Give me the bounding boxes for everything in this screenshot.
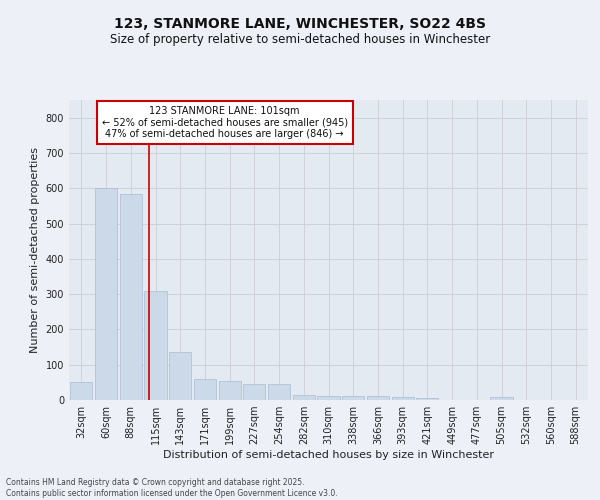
Bar xyxy=(392,397,414,400)
Text: 123 STANMORE LANE: 101sqm
← 52% of semi-detached houses are smaller (945)
47% of: 123 STANMORE LANE: 101sqm ← 52% of semi-… xyxy=(101,106,348,139)
Bar xyxy=(95,188,117,400)
Bar xyxy=(169,352,191,400)
Text: 123, STANMORE LANE, WINCHESTER, SO22 4BS: 123, STANMORE LANE, WINCHESTER, SO22 4BS xyxy=(114,18,486,32)
Bar xyxy=(243,384,265,400)
Bar xyxy=(293,394,315,400)
Bar xyxy=(342,396,364,400)
Bar xyxy=(194,379,216,400)
Bar xyxy=(367,396,389,400)
Bar xyxy=(268,384,290,400)
X-axis label: Distribution of semi-detached houses by size in Winchester: Distribution of semi-detached houses by … xyxy=(163,450,494,460)
Bar xyxy=(145,290,167,400)
Bar xyxy=(70,382,92,400)
Bar xyxy=(218,380,241,400)
Text: Size of property relative to semi-detached houses in Winchester: Size of property relative to semi-detach… xyxy=(110,32,490,46)
Bar xyxy=(119,194,142,400)
Bar xyxy=(416,398,439,400)
Text: Contains HM Land Registry data © Crown copyright and database right 2025.
Contai: Contains HM Land Registry data © Crown c… xyxy=(6,478,338,498)
Bar xyxy=(490,397,512,400)
Y-axis label: Number of semi-detached properties: Number of semi-detached properties xyxy=(30,147,40,353)
Bar xyxy=(317,396,340,400)
